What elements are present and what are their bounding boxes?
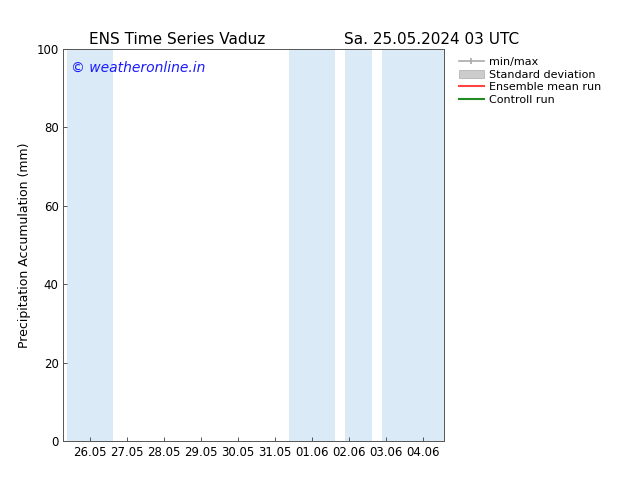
Bar [345, 49, 372, 441]
Bar [382, 49, 444, 441]
Text: © weatheronline.in: © weatheronline.in [71, 61, 205, 75]
Bar [289, 49, 335, 441]
Text: ENS Time Series Vaduz: ENS Time Series Vaduz [89, 32, 266, 47]
Text: Sa. 25.05.2024 03 UTC: Sa. 25.05.2024 03 UTC [344, 32, 519, 47]
Legend: min/max, Standard deviation, Ensemble mean run, Controll run: min/max, Standard deviation, Ensemble me… [457, 54, 604, 107]
Y-axis label: Precipitation Accumulation (mm): Precipitation Accumulation (mm) [18, 142, 30, 348]
Bar [67, 49, 113, 441]
